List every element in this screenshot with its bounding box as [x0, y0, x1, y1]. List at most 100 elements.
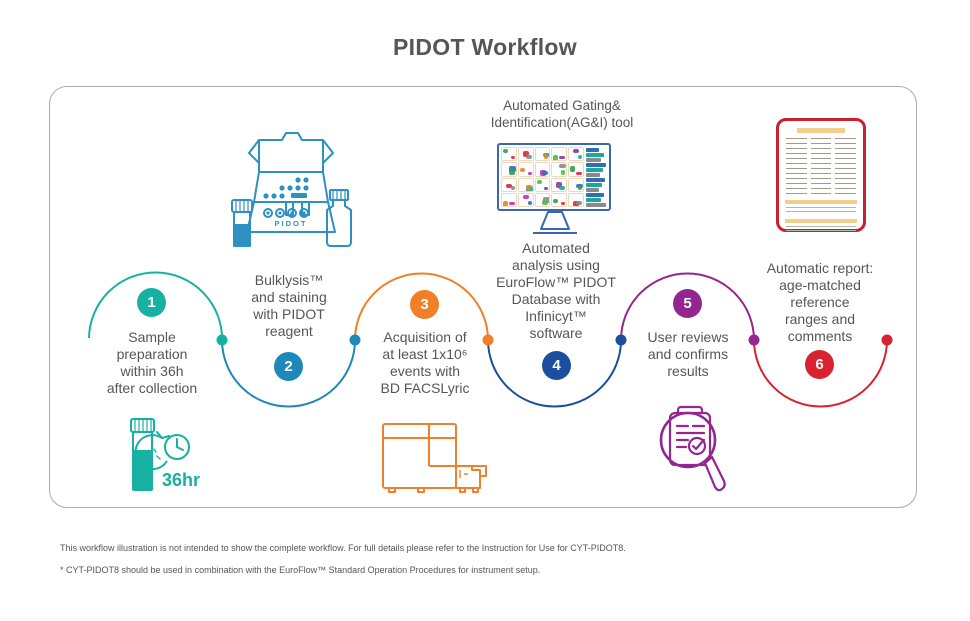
- population-bar: [586, 173, 600, 177]
- junction-dot-4: [615, 334, 627, 346]
- step-5-line: and confirms: [647, 346, 729, 362]
- step-2-label: Bulklysis™ and staining with PIDOT reage…: [251, 272, 327, 340]
- monitor-screen: [497, 143, 611, 211]
- junction-dot-5: [748, 334, 760, 346]
- population-bar: [586, 153, 604, 157]
- kit-box-label: PIDOT: [275, 219, 308, 228]
- step-2-line: with PIDOT: [253, 306, 325, 322]
- mini-plot-cell: [551, 147, 568, 162]
- step-1-label: Sample preparation within 36h after coll…: [107, 329, 197, 397]
- step-3-line: events with: [389, 363, 461, 379]
- step-1-line: after collection: [106, 380, 198, 396]
- population-bar: [586, 193, 604, 197]
- step-5-label: User reviews and confirms results: [648, 329, 729, 380]
- step-2-line: reagent: [265, 323, 313, 339]
- mini-plot-cell: [568, 147, 584, 162]
- mini-plot-cell: [534, 177, 551, 192]
- magnifier-review-icon: [659, 405, 726, 492]
- report-section-bar: [785, 200, 857, 204]
- step-6-line: age-matched: [779, 277, 861, 293]
- step-3-line: Acquisition of: [383, 329, 467, 345]
- population-bar: [586, 148, 599, 152]
- flow-cytometer-icon: [382, 423, 487, 493]
- step-4-label: Automated analysis using EuroFlow™ PIDOT…: [496, 240, 616, 342]
- arc-step-2: [221, 339, 356, 408]
- arc-step-5: [620, 272, 755, 341]
- mini-plot-cell: [534, 147, 551, 162]
- step-6-line: ranges and: [784, 311, 856, 327]
- step-6-line: comments: [787, 328, 853, 344]
- mini-plot-cell: [501, 192, 517, 207]
- workflow-panel: [49, 86, 917, 508]
- step-1-line: within 36h: [120, 363, 184, 379]
- mini-plot-cell: [501, 177, 517, 192]
- step-2-line: and staining: [251, 289, 327, 305]
- step-2-line: Bulklysis™: [254, 272, 324, 288]
- step-4-line: Infinicyt™: [525, 308, 587, 324]
- step-1-line: preparation: [116, 346, 188, 362]
- mini-plot-cell: [517, 192, 534, 207]
- mini-plot-cell: [551, 162, 568, 177]
- footnote-1: This workflow illustration is not intend…: [60, 543, 626, 553]
- step-6-line: reference: [790, 294, 850, 310]
- step-4-badge: 4: [542, 351, 571, 380]
- agi-tool-line: Automated Gating&: [503, 98, 621, 113]
- mini-plot-cell: [517, 147, 534, 162]
- population-bar: [586, 198, 601, 202]
- agi-tool-label: Automated Gating& Identification(AG&I) t…: [491, 97, 634, 131]
- arc-step-4: [487, 339, 622, 408]
- step-3-line: BD FACSLyric: [380, 380, 470, 396]
- step-6-line: Automatic report:: [766, 260, 874, 276]
- step-4-line: Database with: [511, 291, 601, 307]
- mini-plot-cell: [568, 177, 584, 192]
- timer-label: 36hr: [162, 470, 200, 490]
- population-bar: [586, 183, 602, 187]
- mini-plot-cell: [534, 162, 551, 177]
- step-4-line: EuroFlow™ PIDOT: [496, 274, 616, 290]
- step-3-badge: 3: [410, 290, 439, 319]
- arc-step-6: [753, 339, 888, 408]
- report-table-columns: [786, 138, 857, 196]
- report-section-bar: [785, 219, 857, 223]
- step-5-badge: 5: [673, 289, 702, 318]
- report-header-bar: [797, 128, 845, 133]
- step-6-label: Automatic report: age-matched reference …: [767, 260, 874, 345]
- mini-plot-cell: [517, 162, 534, 177]
- mini-plot-cell: [501, 147, 517, 162]
- arc-step-1: [88, 271, 224, 341]
- monitor-plot-grid: [501, 147, 584, 207]
- step-4-line: Automated: [522, 240, 590, 256]
- monitor-bar-stack: [586, 147, 607, 207]
- mini-plot-cell: [534, 192, 551, 207]
- mini-plot-cell: [501, 162, 517, 177]
- population-bar: [586, 188, 599, 192]
- step-4-line: analysis using: [512, 257, 600, 273]
- step-6-badge: 6: [805, 350, 834, 379]
- population-bar: [586, 168, 603, 172]
- mini-plot-cell: [551, 192, 568, 207]
- population-bar: [586, 178, 605, 182]
- step-1-badge: 1: [137, 288, 166, 317]
- report-icon: [776, 118, 866, 234]
- pidot-kit-box-icon: PIDOT: [231, 132, 352, 247]
- timer-36hr-icon: 36hr: [130, 418, 200, 491]
- agi-monitor-icon: [497, 143, 613, 235]
- population-bar: [586, 203, 606, 207]
- monitor-stand: [497, 211, 613, 235]
- population-bar: [586, 158, 601, 162]
- step-5-line: results: [667, 363, 709, 379]
- population-bar: [586, 163, 606, 167]
- arc-step-3: [354, 272, 489, 341]
- mini-plot-cell: [568, 162, 584, 177]
- step-3-line: at least 1x10⁶: [382, 346, 468, 362]
- step-3-label: Acquisition of at least 1x10⁶ events wit…: [381, 329, 470, 397]
- step-4-line: software: [529, 325, 583, 341]
- junction-dot-6: [881, 334, 893, 346]
- step-1-line: Sample: [128, 329, 176, 345]
- agi-tool-line: Identification(AG&I) tool: [490, 115, 634, 130]
- mini-plot-cell: [551, 177, 568, 192]
- step-5-line: User reviews: [647, 329, 729, 345]
- footnote-2: * CYT-PIDOT8 should be used in combinati…: [60, 565, 541, 575]
